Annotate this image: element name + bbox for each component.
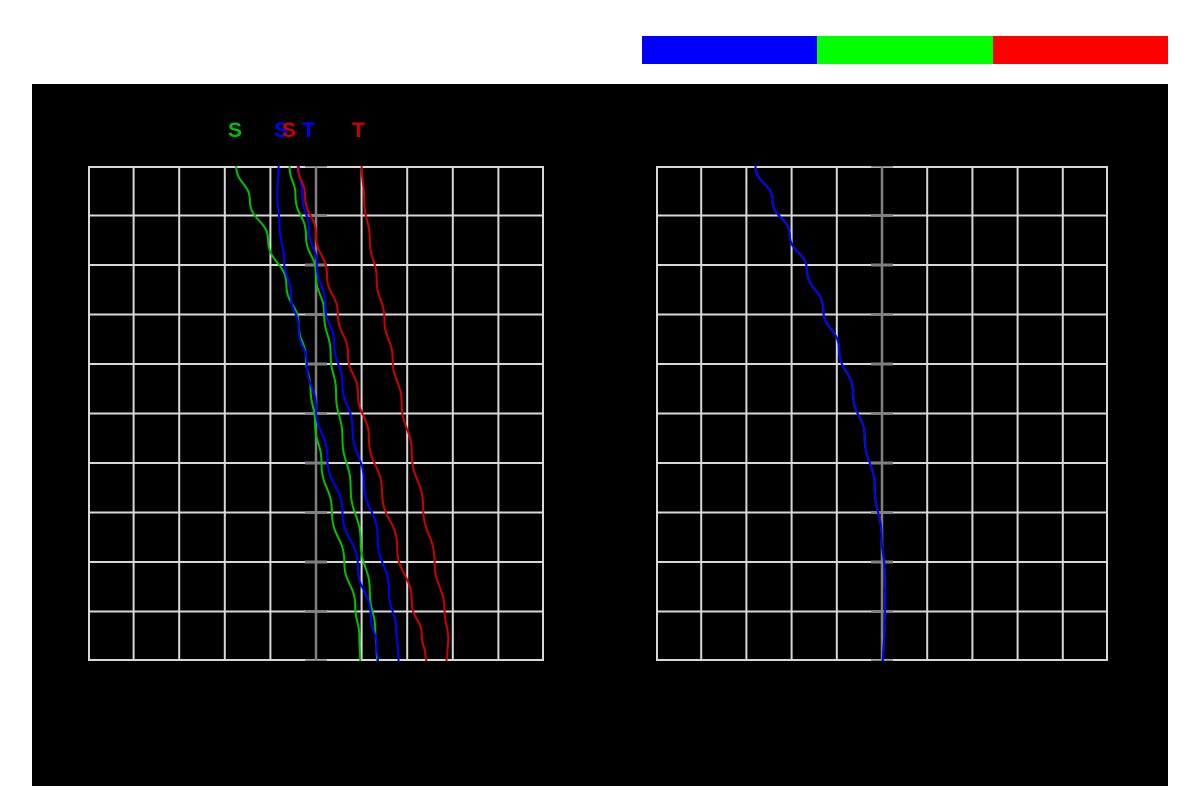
rgb-colorbar [642,36,1168,64]
legend-label-3: T [302,119,315,142]
legend-label-0: S [228,119,243,142]
colorbar-segment-blue [642,36,818,64]
series-S-blue-1 [276,166,380,661]
legend-label-4: T [352,119,365,142]
colorbar-segment-red [992,36,1168,64]
series-S-red-1 [296,166,428,661]
left-profile-plot [88,166,544,661]
series-S-green-2 [288,166,379,661]
right-profile-plot [656,166,1108,661]
series-overlay-blue [754,166,887,661]
series-S-green-1 [235,166,362,661]
legend-label-1: S [274,119,289,142]
colorbar-segment-green [817,36,993,64]
left-profile-plot-svg [88,166,544,661]
right-profile-plot-svg [656,166,1108,661]
legend-label-2: S [282,119,297,142]
series-T-red-2 [360,166,450,661]
series-T-blue-2 [297,166,400,661]
